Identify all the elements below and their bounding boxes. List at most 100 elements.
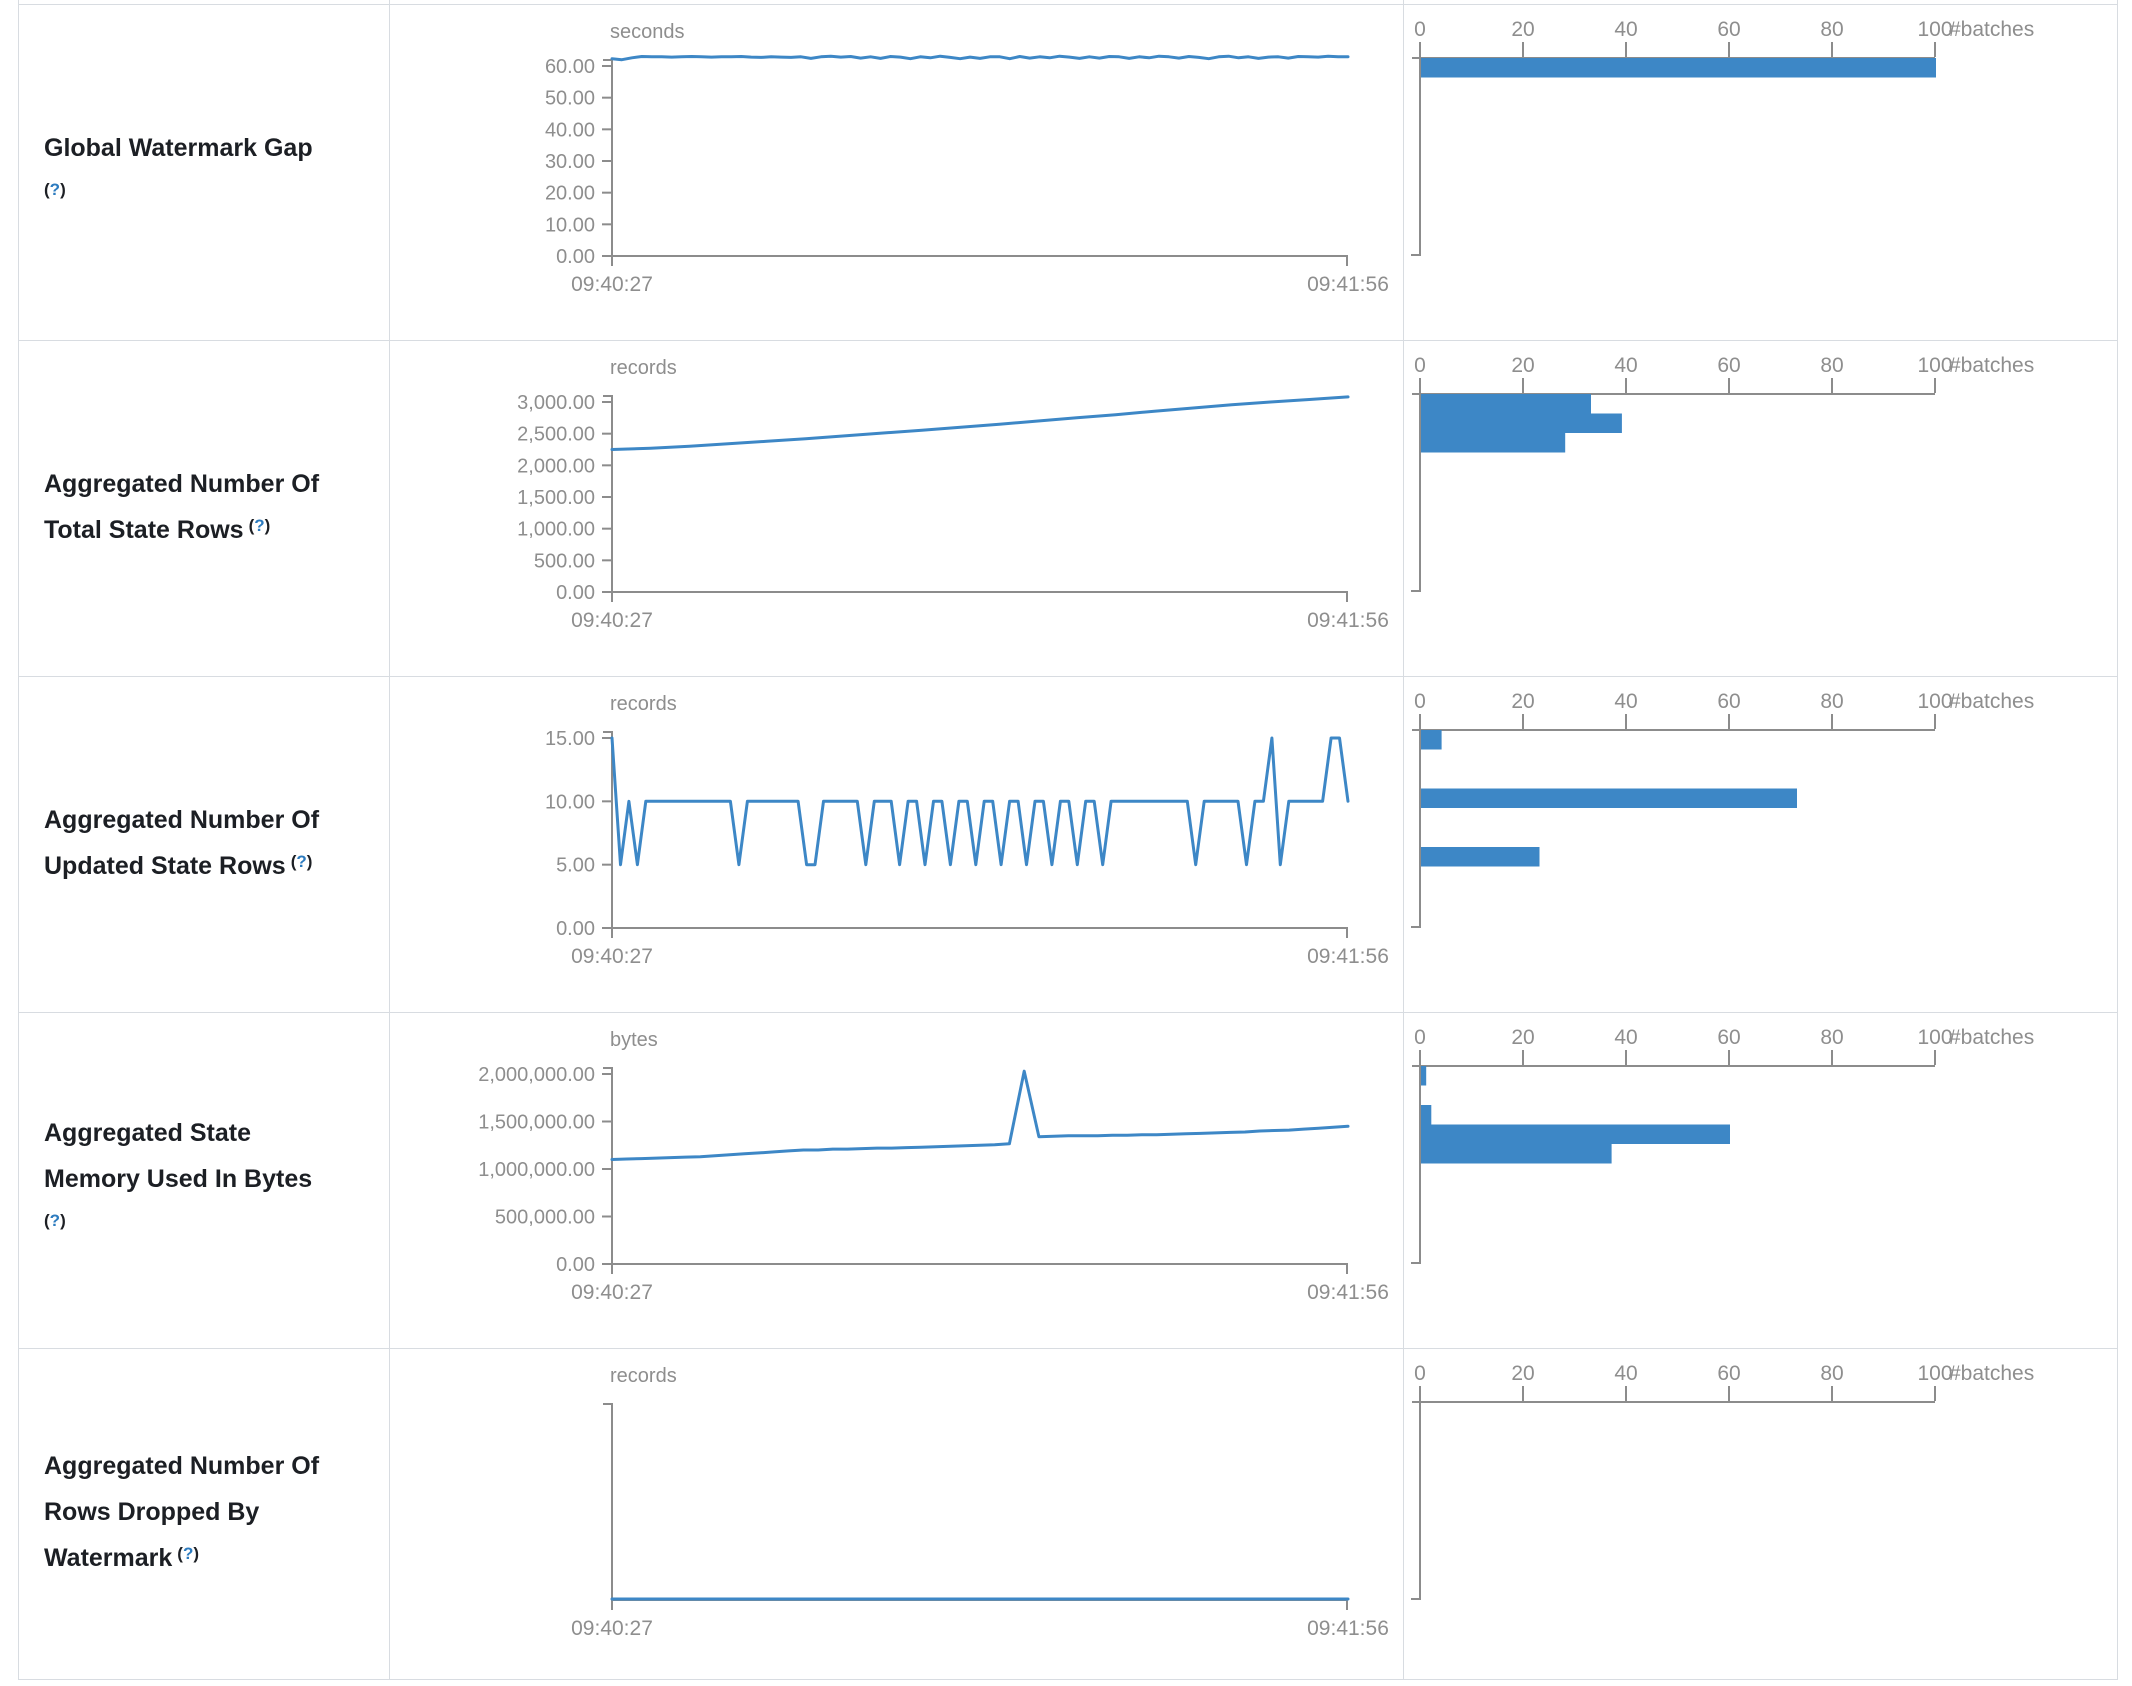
help-link[interactable]: ? xyxy=(254,515,265,535)
unit-label: records xyxy=(610,357,677,379)
histogram-tick-label: 40 xyxy=(1614,690,1637,713)
metric-help-line: (?) xyxy=(44,1202,66,1251)
histogram-tick xyxy=(1831,1386,1833,1401)
histogram-tick xyxy=(1419,1050,1421,1065)
x-start-label: 09:40:27 xyxy=(571,1281,653,1304)
batches-axis-label: #batches xyxy=(1949,1026,2034,1049)
histogram-tick-label: 80 xyxy=(1820,18,1843,41)
batches-axis-label: #batches xyxy=(1949,690,2034,713)
unit-label: records xyxy=(610,1365,677,1387)
timeline-chart-cell: records 15.00 10.00 5.00 0.00 09:40:27 09:41:5… xyxy=(389,676,1403,1012)
y-axis-line xyxy=(611,1067,613,1274)
metric-label-line: Watermark (?) xyxy=(44,1535,199,1584)
timeline-chart: records 3,000.00 2,500.00 2,000.00 1,500.00 1… xyxy=(517,357,1389,632)
y-axis-line xyxy=(611,395,613,602)
histogram-tick-label: 80 xyxy=(1820,354,1843,377)
metric-label-text: Global Watermark Gap xyxy=(44,133,313,162)
y-tick-label: 40.00 xyxy=(545,119,595,141)
histogram-y-axis-bottom-cap xyxy=(1411,254,1419,256)
help-paren-close: ) xyxy=(60,179,66,199)
y-tick-label: 0.00 xyxy=(556,1254,595,1276)
help-link[interactable]: ? xyxy=(49,1210,61,1230)
y-tick-label: 10.00 xyxy=(545,791,595,813)
y-tick xyxy=(602,223,612,226)
histogram-tick-label: 100 xyxy=(1917,1362,1952,1385)
y-axis-top-cap xyxy=(603,395,611,397)
histogram-tick xyxy=(1728,1050,1730,1065)
x-end-label: 09:41:56 xyxy=(1307,1617,1389,1640)
y-tick-label: 0.00 xyxy=(556,582,595,604)
metric-label-line: Memory Used In Bytes xyxy=(44,1156,312,1202)
batches-axis-label: #batches xyxy=(1949,18,2034,41)
help-paren-close: ) xyxy=(193,1544,200,1563)
y-tick-label: 1,500,000.00 xyxy=(478,1112,595,1134)
histogram-bar xyxy=(1421,413,1622,433)
metric-help-line: (?) xyxy=(44,171,66,220)
metric-label-line: Total State Rows (?) xyxy=(44,507,270,556)
histogram-bar xyxy=(1421,1144,1612,1164)
histogram-tick xyxy=(1625,1386,1627,1401)
histogram-bar xyxy=(1421,1124,1730,1144)
histogram-y-axis-bottom-cap xyxy=(1411,926,1419,928)
help-link[interactable]: ? xyxy=(296,851,307,871)
histogram-tick xyxy=(1934,1050,1936,1065)
histogram-tick xyxy=(1522,1386,1524,1401)
y-tick-label: 1,000.00 xyxy=(517,519,595,541)
row-divider xyxy=(18,1012,2118,1013)
y-tick xyxy=(602,1215,612,1218)
timeline-series-line xyxy=(610,1069,1350,1161)
help-paren-open: ( xyxy=(177,1544,183,1563)
histogram-tick xyxy=(1522,1050,1524,1065)
metric-label-line: Rows Dropped By xyxy=(44,1489,259,1535)
histogram-y-axis-line xyxy=(1419,393,1421,592)
y-tick xyxy=(602,160,612,162)
histogram-tick-label: 80 xyxy=(1820,1362,1843,1385)
y-tick xyxy=(602,863,612,866)
histogram-tick-label: 0 xyxy=(1414,1026,1426,1049)
help-link[interactable]: ? xyxy=(49,179,61,199)
histogram-chart: 0 20 40 60 80 100#batches xyxy=(1411,1362,2034,1600)
timeline-chart: bytes 2,000,000.00 1,500,000.00 1,000,000.0… xyxy=(478,1029,1389,1304)
column-divider xyxy=(2117,0,2118,1680)
x-start-label: 09:40:27 xyxy=(571,1617,653,1640)
y-tick xyxy=(602,191,612,194)
y-axis-line xyxy=(611,1403,613,1610)
histogram-tick xyxy=(1522,42,1524,57)
y-tick xyxy=(602,1263,612,1265)
histogram-tick xyxy=(1934,1386,1936,1401)
histogram-y-axis-line xyxy=(1419,1401,1421,1600)
y-tick-label: 0.00 xyxy=(556,918,595,940)
histogram-y-axis-line xyxy=(1419,1065,1421,1264)
histogram-tick xyxy=(1419,42,1421,57)
x-start-label: 09:40:27 xyxy=(571,945,653,968)
help-paren-open: ( xyxy=(248,515,255,535)
y-tick-label: 2,000.00 xyxy=(517,455,595,477)
histogram-chart-cell: 0 20 40 60 80 100 #batches xyxy=(1403,340,2132,676)
y-tick-label: 2,500.00 xyxy=(517,424,595,446)
row-divider xyxy=(18,340,2118,341)
y-tick xyxy=(602,1073,612,1075)
histogram-tick xyxy=(1934,714,1936,729)
metric-label-text: Rows Dropped By xyxy=(44,1498,260,1526)
help-link[interactable]: ? xyxy=(182,1544,194,1563)
histogram-axis-line xyxy=(1412,1065,1935,1067)
histogram-tick-label: 60 xyxy=(1717,1026,1740,1049)
timeline-chart: records 09:40:27 09:41:56 xyxy=(571,1365,1389,1640)
histogram-tick-label: 20 xyxy=(1511,1362,1534,1385)
x-axis-end-tick xyxy=(1346,1264,1348,1274)
metric-label-line: Aggregated State xyxy=(44,1110,251,1156)
metric-label-text: Memory Used In Bytes xyxy=(44,1164,313,1193)
timeline-chart: records 15.00 10.00 5.00 0.00 09:40:27 09:41:5… xyxy=(545,693,1389,968)
help-marker: (?) xyxy=(291,852,313,871)
help-marker: (?) xyxy=(44,180,66,199)
histogram-tick-label: 80 xyxy=(1820,690,1843,713)
y-tick-label: 2,000,000.00 xyxy=(478,1064,595,1086)
histogram-chart-cell: 0 20 40 60 80 100 #batches xyxy=(1403,676,2132,1012)
timeline-chart-cell: bytes 2,000,000.00 1,500,000.00 1,000,000.0… xyxy=(389,1012,1403,1348)
timeline-series-line xyxy=(610,736,1350,867)
help-paren-close: ) xyxy=(60,1210,66,1230)
histogram-tick-label: 40 xyxy=(1614,1026,1637,1049)
x-end-label: 09:41:56 xyxy=(1307,609,1389,632)
histogram-chart-cell: 0 20 40 60 80 100 #batches xyxy=(1403,4,2132,340)
y-tick-label: 60.00 xyxy=(545,56,595,78)
